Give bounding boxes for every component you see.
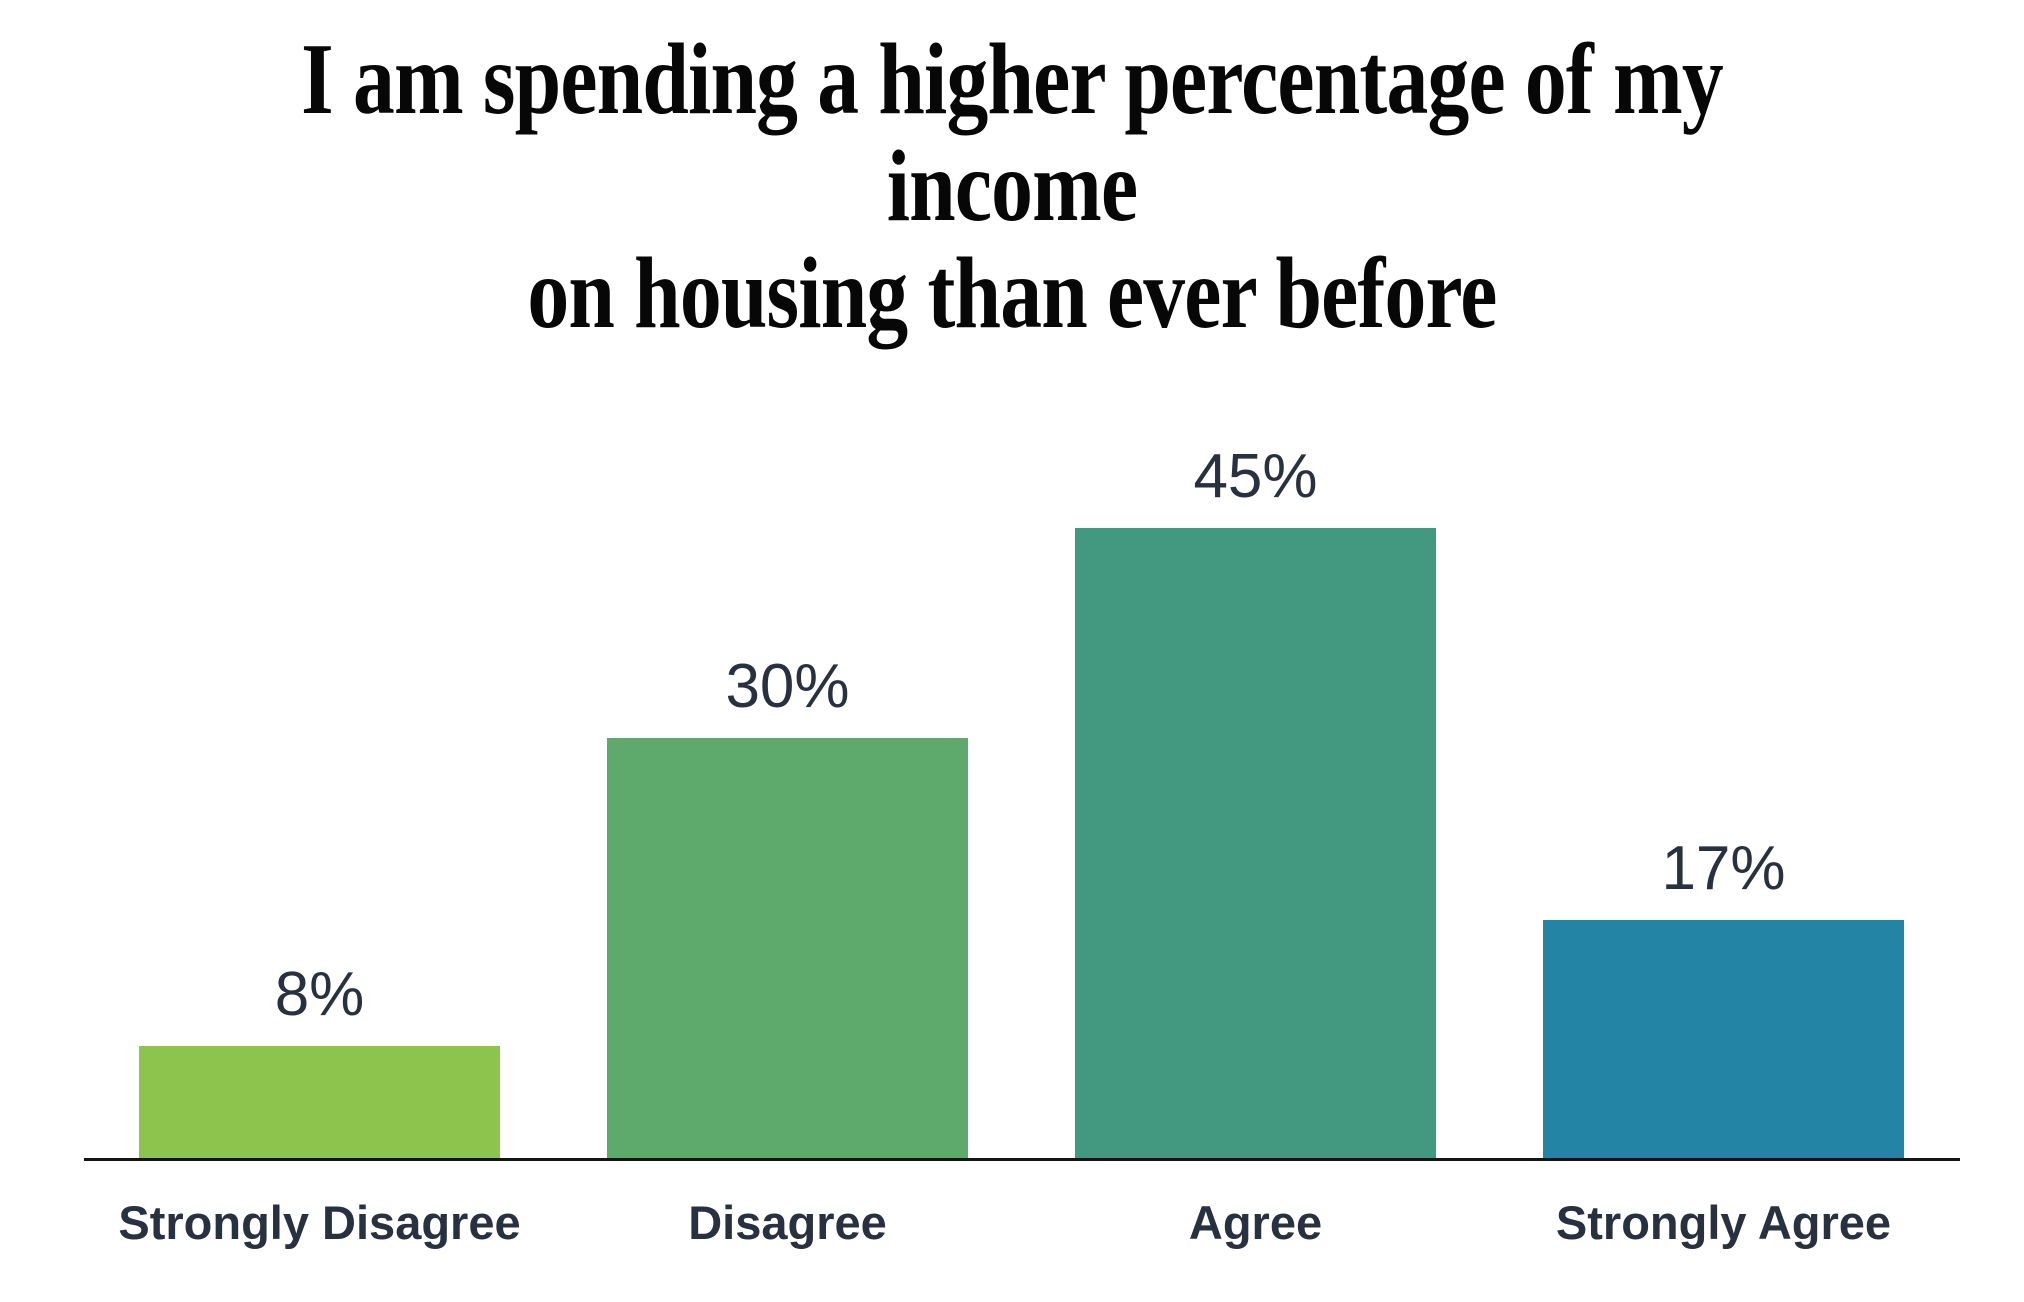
bar-rect [607, 738, 968, 1158]
bar-category-label: Strongly Disagree [118, 1196, 521, 1249]
x-axis-line [84, 1158, 1960, 1161]
bar-value-label: 17% [1661, 834, 1786, 903]
bar-value-label: 30% [725, 652, 850, 721]
bar-value-label: 8% [274, 960, 365, 1029]
bar-rect [1543, 920, 1904, 1158]
bar-category-label: Strongly Agree [1555, 1196, 1892, 1249]
chart-title-line-2: on housing than ever before [527, 237, 1497, 351]
bar-rect [139, 1046, 500, 1158]
bar-category-label: Disagree [688, 1196, 887, 1249]
bar-value-label: 45% [1193, 442, 1318, 511]
chart-title: I am spending a higher percentage of my … [182, 26, 1842, 347]
bar-rect [1075, 528, 1436, 1158]
chart-title-line-1: I am spending a higher percentage of my … [301, 23, 1723, 244]
bar-category-label: Agree [1188, 1196, 1323, 1249]
